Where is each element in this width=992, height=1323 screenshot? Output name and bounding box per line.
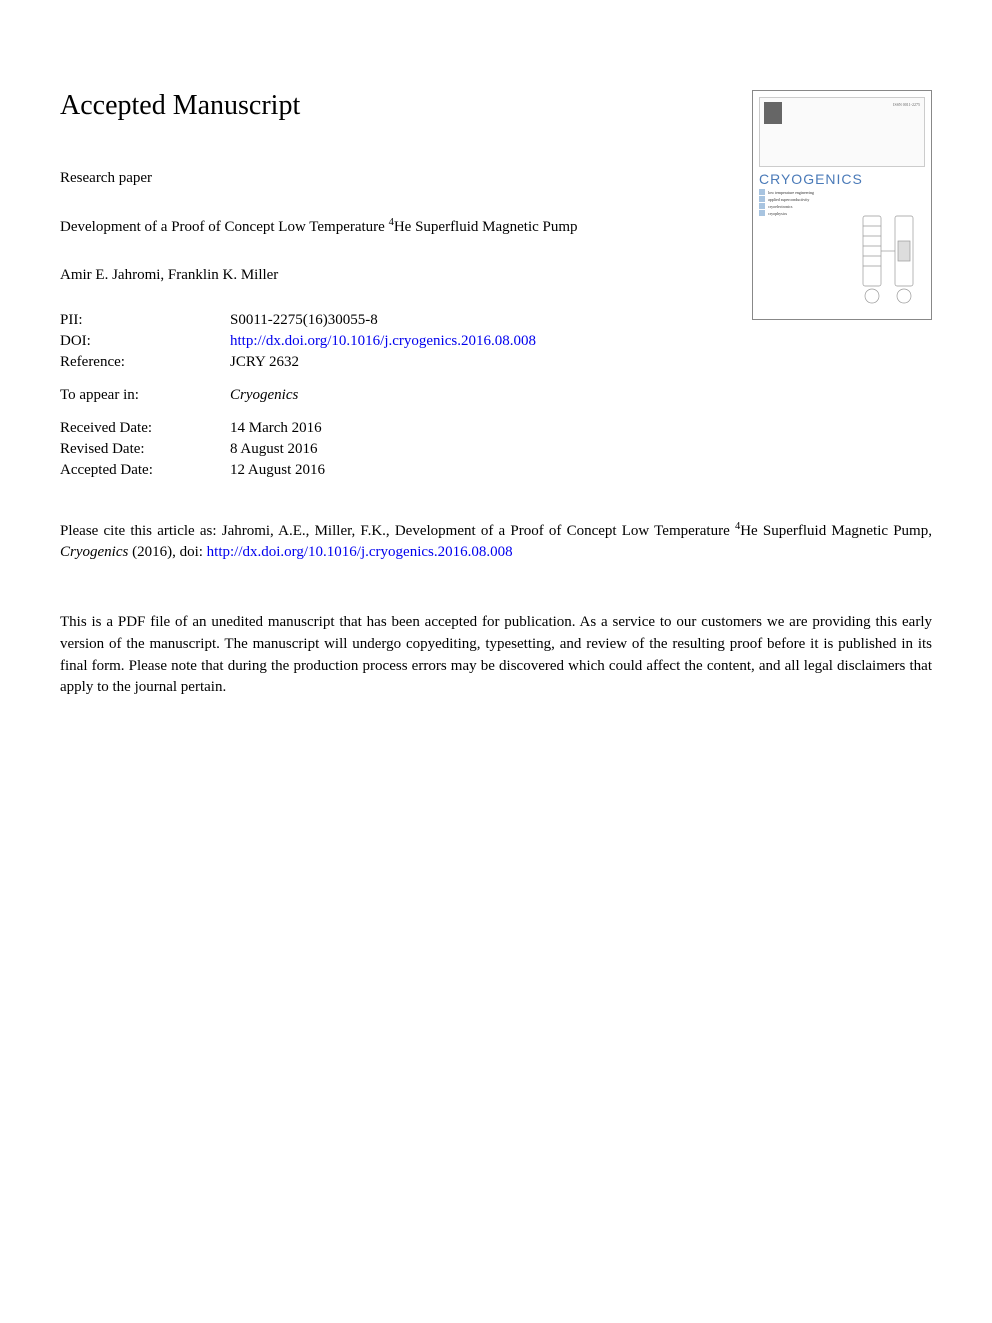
legend-box-icon: [759, 189, 765, 195]
pii-label: PII:: [60, 312, 230, 329]
citation-text: Please cite this article as: Jahromi, A.…: [60, 519, 932, 565]
meta-row-appear: To appear in: Cryogenics: [60, 387, 932, 404]
appear-label: To appear in:: [60, 387, 230, 404]
article-title: Development of a Proof of Concept Low Te…: [60, 215, 620, 239]
citation-doi-link[interactable]: http://dx.doi.org/10.1016/j.cryogenics.2…: [207, 544, 513, 560]
legend-box-icon: [759, 203, 765, 209]
metadata-table: PII: S0011-2275(16)30055-8 DOI: http://d…: [60, 312, 932, 479]
doi-link[interactable]: http://dx.doi.org/10.1016/j.cryogenics.2…: [230, 333, 536, 349]
meta-row-reference: Reference: JCRY 2632: [60, 354, 932, 371]
disclaimer-text: This is a PDF file of an unedited manusc…: [60, 612, 932, 699]
meta-row-doi: DOI: http://dx.doi.org/10.1016/j.cryogen…: [60, 333, 932, 350]
revised-label: Revised Date:: [60, 441, 230, 458]
citation-pre: Please cite this article as: Jahromi, A.…: [60, 523, 735, 539]
meta-row-accepted: Accepted Date: 12 August 2016: [60, 462, 932, 479]
meta-row-revised: Revised Date: 8 August 2016: [60, 441, 932, 458]
elsevier-logo-icon: [764, 102, 782, 124]
legend-item: cryoelectronics: [759, 203, 925, 209]
legend-text: low temperature engineering: [768, 190, 814, 195]
received-label: Received Date:: [60, 420, 230, 437]
meta-row-received: Received Date: 14 March 2016: [60, 420, 932, 437]
legend-text: cryophysics: [768, 211, 787, 216]
reference-value: JCRY 2632: [230, 354, 932, 371]
appear-value: Cryogenics: [230, 387, 932, 404]
accepted-value: 12 August 2016: [230, 462, 932, 479]
accepted-label: Accepted Date:: [60, 462, 230, 479]
title-text-post: He Superfluid Magnetic Pump: [394, 219, 578, 235]
doi-value: http://dx.doi.org/10.1016/j.cryogenics.2…: [230, 333, 932, 350]
revised-value: 8 August 2016: [230, 441, 932, 458]
legend-item: applied superconductivity: [759, 196, 925, 202]
received-value: 14 March 2016: [230, 420, 932, 437]
journal-cover-thumbnail: ISSN 0011-2275 CRYOGENICS low temperatur…: [752, 90, 932, 320]
citation-post: (2016), doi:: [128, 544, 206, 560]
citation-journal: Cryogenics: [60, 544, 128, 560]
legend-text: cryoelectronics: [768, 204, 792, 209]
doi-label: DOI:: [60, 333, 230, 350]
journal-cover-title: CRYOGENICS: [759, 171, 925, 187]
issn-text: ISSN 0011-2275: [893, 102, 920, 107]
legend-item: low temperature engineering: [759, 189, 925, 195]
reference-label: Reference:: [60, 354, 230, 371]
legend-text: applied superconductivity: [768, 197, 809, 202]
citation-mid: He Superfluid Magnetic Pump,: [740, 523, 932, 539]
legend-box-icon: [759, 210, 765, 216]
title-text-pre: Development of a Proof of Concept Low Te…: [60, 219, 389, 235]
cover-diagram-icon: [853, 211, 923, 311]
cover-top-panel: ISSN 0011-2275: [759, 97, 925, 167]
legend-box-icon: [759, 196, 765, 202]
